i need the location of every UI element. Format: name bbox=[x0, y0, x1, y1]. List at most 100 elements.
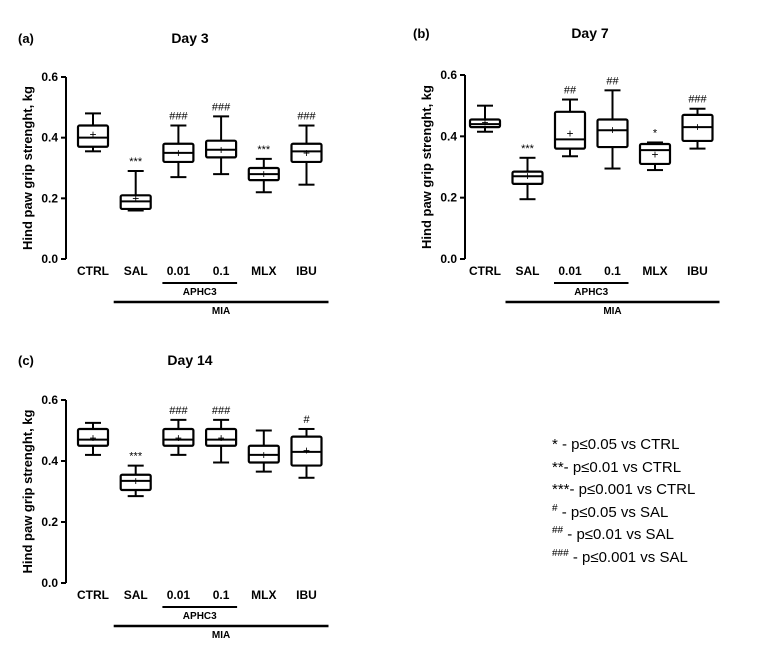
y-tick-label: 0.4 bbox=[41, 131, 58, 145]
significance-marker: *** bbox=[521, 143, 535, 155]
boxplot-panel-1: (a) Day 3 0.0 0.2 0.4 0.6 Hind paw grip streng… bbox=[18, 30, 329, 317]
significance-marker: ### bbox=[212, 101, 231, 113]
box-sal: + *** bbox=[119, 156, 152, 212]
x-tick-label: MLX bbox=[251, 588, 276, 602]
mean-marker: + bbox=[89, 128, 96, 142]
mean-marker: + bbox=[481, 116, 488, 130]
box-0-01: + ### bbox=[162, 111, 195, 179]
mean-marker: + bbox=[218, 143, 225, 157]
box-mlx: + *** bbox=[247, 144, 280, 194]
mean-marker: + bbox=[524, 169, 531, 183]
panel-label: (b) bbox=[413, 26, 430, 41]
chart-title: Day 3 bbox=[171, 30, 209, 46]
mean-marker: + bbox=[303, 146, 310, 160]
mean-marker: + bbox=[694, 120, 701, 134]
box-ibu: + ### bbox=[290, 111, 323, 186]
box-0-1: + ### bbox=[205, 101, 238, 176]
significance-marker: ## bbox=[606, 75, 619, 87]
mean-marker: + bbox=[303, 443, 310, 457]
box-0-01: + ### bbox=[162, 405, 195, 456]
legend-line: * - p≤0.05 vs CTRL bbox=[552, 436, 680, 453]
box-ibu: +# bbox=[290, 414, 323, 479]
group-label: MIA bbox=[603, 306, 621, 317]
mean-marker: + bbox=[132, 474, 139, 488]
chart-title: Day 7 bbox=[571, 25, 609, 41]
x-tick-label: 0.01 bbox=[558, 264, 582, 278]
box-0-1: + ### bbox=[205, 405, 238, 464]
box-mlx: + bbox=[247, 429, 280, 473]
mean-marker: + bbox=[89, 431, 96, 445]
chart-title: Day 14 bbox=[167, 352, 212, 368]
box-sal: + *** bbox=[119, 451, 152, 498]
x-tick-label: MLX bbox=[642, 264, 667, 278]
panel-label: (c) bbox=[18, 353, 34, 368]
legend-line: ## - p≤0.01 vs SAL bbox=[552, 525, 674, 544]
mean-marker: + bbox=[260, 448, 267, 462]
box-ctrl: + bbox=[76, 421, 110, 456]
box-ibu: + ### bbox=[681, 94, 714, 150]
mean-marker: + bbox=[651, 148, 658, 162]
significance-marker: *** bbox=[129, 156, 143, 168]
box-0-1: + ## bbox=[596, 75, 629, 170]
x-tick-label: MLX bbox=[251, 264, 276, 278]
x-tick-label: IBU bbox=[296, 264, 317, 278]
x-tick-label: SAL bbox=[124, 264, 148, 278]
x-tick-label: 0.01 bbox=[167, 588, 191, 602]
significance-marker: ### bbox=[297, 111, 316, 123]
significance-marker: ### bbox=[688, 94, 707, 106]
box-iqr bbox=[638, 142, 672, 166]
boxplot-panel-2: (b) Day 7 0.0 0.2 0.4 0.6 Hind paw grip streng… bbox=[413, 25, 720, 317]
y-tick-label: 0.2 bbox=[41, 191, 58, 205]
x-tick-label: IBU bbox=[687, 264, 708, 278]
y-tick-label: 0.2 bbox=[41, 515, 58, 529]
y-tick-label: 0.0 bbox=[41, 576, 58, 590]
y-axis-label: Hind paw grip strenght, kg bbox=[419, 85, 434, 249]
y-tick-label: 0.2 bbox=[440, 191, 457, 205]
x-tick-label: 0.01 bbox=[167, 264, 191, 278]
significance-marker: ### bbox=[169, 405, 188, 417]
y-tick-label: 0.6 bbox=[41, 393, 58, 407]
x-tick-label: CTRL bbox=[77, 264, 109, 278]
box-iqr bbox=[162, 427, 195, 447]
panel-label: (a) bbox=[18, 31, 34, 46]
mean-marker: + bbox=[175, 146, 182, 160]
box-iqr bbox=[205, 427, 238, 447]
mean-marker: + bbox=[132, 191, 139, 205]
y-tick-label: 0.0 bbox=[41, 252, 58, 266]
x-tick-label: CTRL bbox=[469, 264, 501, 278]
box-iqr bbox=[596, 118, 629, 149]
group-label: MIA bbox=[212, 630, 230, 641]
mean-marker: + bbox=[175, 431, 182, 445]
significance-marker: *** bbox=[257, 144, 271, 156]
y-tick-label: 0.6 bbox=[41, 70, 58, 84]
legend-line: ***- p≤0.001 vs CTRL bbox=[552, 481, 696, 498]
boxplot-panel-3: (c) Day 14 0.0 0.2 0.4 0.6 Hind paw grip stren… bbox=[18, 352, 329, 641]
box-iqr bbox=[76, 427, 110, 447]
group-label: APHC3 bbox=[574, 287, 608, 298]
y-axis-label: Hind paw grip strenght, kg bbox=[20, 409, 35, 573]
y-tick-label: 0.6 bbox=[440, 68, 457, 82]
y-tick-label: 0.4 bbox=[41, 454, 58, 468]
box-iqr bbox=[119, 473, 152, 492]
box-iqr bbox=[76, 124, 110, 148]
significance-marker: ### bbox=[169, 111, 188, 123]
box-iqr bbox=[511, 170, 544, 185]
y-tick-label: 0.4 bbox=[440, 129, 457, 143]
x-tick-label: 0.1 bbox=[604, 264, 621, 278]
legend-line: # - p≤0.05 vs SAL bbox=[552, 502, 669, 521]
group-label: APHC3 bbox=[183, 287, 217, 298]
box-mlx: +* bbox=[638, 127, 672, 172]
x-tick-label: 0.1 bbox=[213, 588, 230, 602]
significance-marker: ### bbox=[212, 405, 231, 417]
y-axis-label: Hind paw grip strenght, kg bbox=[20, 86, 35, 250]
box-sal: + *** bbox=[511, 143, 544, 201]
box-ctrl: + bbox=[76, 112, 110, 153]
mean-marker: + bbox=[218, 431, 225, 445]
significance-marker: # bbox=[303, 414, 310, 426]
significance-marker: * bbox=[653, 127, 658, 139]
mean-marker: + bbox=[566, 126, 573, 140]
x-tick-label: CTRL bbox=[77, 588, 109, 602]
x-tick-label: SAL bbox=[516, 264, 540, 278]
mean-marker: + bbox=[609, 123, 616, 137]
box-iqr bbox=[290, 142, 323, 164]
